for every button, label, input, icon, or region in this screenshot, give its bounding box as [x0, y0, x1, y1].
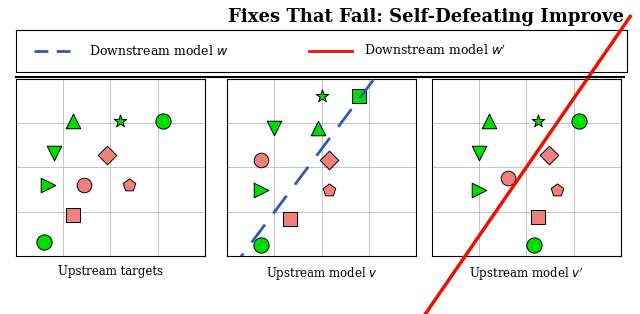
Point: [256, 188, 266, 193]
Point: [256, 158, 266, 163]
Point: [544, 152, 554, 157]
Point: [532, 214, 543, 219]
Point: [313, 126, 323, 131]
Text: Upstream model $v'$: Upstream model $v'$: [469, 265, 584, 283]
Point: [474, 188, 484, 193]
Text: Upstream model $v$: Upstream model $v$: [266, 265, 378, 282]
Point: [79, 182, 89, 187]
Point: [284, 216, 294, 221]
Text: Upstream targets: Upstream targets: [58, 265, 163, 278]
Point: [115, 119, 125, 124]
Point: [316, 94, 326, 99]
Point: [39, 239, 49, 244]
Point: [68, 119, 78, 124]
Point: [474, 150, 484, 155]
Point: [355, 94, 365, 99]
Point: [484, 119, 494, 124]
Point: [158, 119, 168, 124]
Point: [102, 152, 112, 157]
Point: [124, 182, 134, 187]
Point: [49, 150, 59, 155]
Point: [324, 158, 334, 163]
Point: [324, 188, 334, 193]
Text: Downstream model $w'$: Downstream model $w'$: [364, 44, 507, 58]
Point: [43, 182, 53, 187]
Point: [552, 188, 562, 193]
Point: [532, 119, 543, 124]
Point: [269, 126, 280, 131]
Point: [68, 213, 78, 218]
Point: [529, 243, 539, 248]
Text: Downstream model $w$: Downstream model $w$: [90, 44, 228, 58]
Text: Fixes That Fail: Self-Defeating Improve: Fixes That Fail: Self-Defeating Improve: [228, 8, 624, 26]
Point: [256, 243, 266, 248]
Point: [502, 175, 513, 180]
Point: [574, 119, 584, 124]
